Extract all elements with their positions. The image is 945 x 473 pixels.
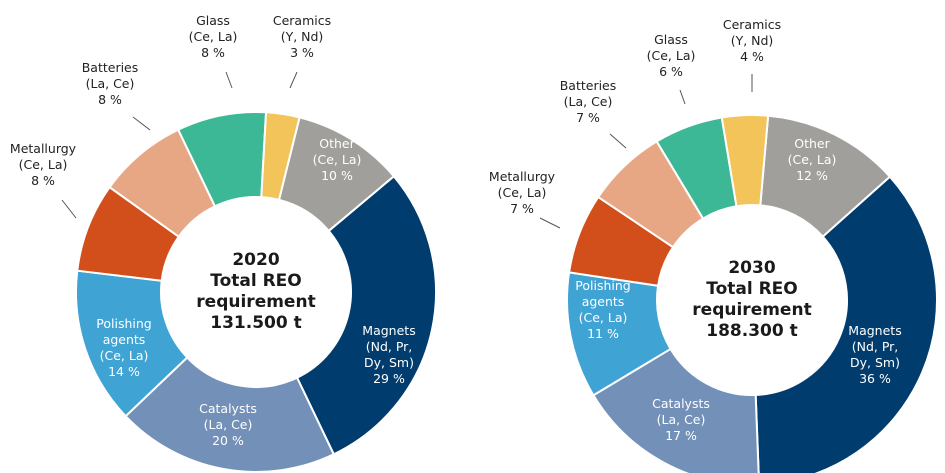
category-name: Glass bbox=[196, 13, 230, 28]
category-elements: (Y, Nd) bbox=[280, 29, 324, 44]
value-label: 7 % bbox=[510, 201, 534, 216]
category-name: Catalysts bbox=[199, 401, 257, 416]
leader-line bbox=[289, 71, 298, 89]
center-year: 2030 bbox=[728, 258, 776, 278]
category-elements: (Ce, La) bbox=[188, 29, 238, 44]
category-elements: (La, Ce) bbox=[203, 417, 253, 432]
donut-segment bbox=[592, 347, 760, 473]
leader-line bbox=[539, 217, 561, 229]
category-name: Other bbox=[794, 136, 830, 151]
value-label: 14 % bbox=[108, 364, 140, 379]
donut-segment bbox=[720, 114, 770, 208]
category-elements: (Ce, La) bbox=[578, 310, 628, 325]
center-total: 131.500 t bbox=[210, 313, 302, 333]
center-label: 2030 Total REO requirement 188.300 t bbox=[672, 258, 832, 342]
donut-segment bbox=[260, 111, 301, 202]
category-name: Ceramics bbox=[722, 17, 782, 32]
segment-label: Other (Ce, La) 10 % bbox=[302, 136, 372, 184]
segment-label: Polishing agents (Ce, La) 14 % bbox=[88, 316, 160, 380]
segment-label: Magnets (Nd, Pr, Dy, Sm) 29 % bbox=[357, 323, 421, 387]
value-label: 10 % bbox=[321, 168, 353, 183]
category-elements: (Ce, La) bbox=[646, 48, 696, 63]
category-name: Batteries bbox=[81, 60, 139, 75]
category-name: Other bbox=[319, 136, 355, 151]
segment-label: Metallurgy (Ce, La) 7 % bbox=[482, 169, 562, 217]
value-label: 29 % bbox=[373, 371, 405, 386]
category-name: Metallurgy bbox=[488, 169, 556, 184]
segment-label: Metallurgy (Ce, La) 8 % bbox=[3, 141, 83, 189]
category-name: Glass bbox=[654, 32, 688, 47]
category-name: Catalysts bbox=[652, 396, 710, 411]
value-label: 8 % bbox=[98, 92, 122, 107]
category-elements: (Ce, La) bbox=[99, 348, 149, 363]
segment-label: Catalysts (La, Ce) 20 % bbox=[188, 401, 268, 449]
segment-label: Ceramics (Y, Nd) 4 % bbox=[712, 17, 792, 65]
leader-line bbox=[679, 89, 686, 105]
category-name: Metallurgy bbox=[9, 141, 77, 156]
segment-label: Glass (Ce, La) 6 % bbox=[631, 32, 711, 80]
category-name: Batteries bbox=[559, 78, 617, 93]
value-label: 11 % bbox=[587, 326, 619, 341]
center-subtitle: Total REO requirement bbox=[692, 279, 812, 320]
value-label: 3 % bbox=[290, 45, 314, 60]
category-name: Magnets bbox=[362, 323, 416, 338]
category-name: Polishing agents bbox=[575, 278, 631, 309]
category-elements: (Ce, La) bbox=[787, 152, 837, 167]
category-elements: (La, Ce) bbox=[85, 76, 135, 91]
value-label: 6 % bbox=[659, 64, 683, 79]
donut-segment bbox=[754, 175, 938, 473]
category-name: Ceramics bbox=[272, 13, 332, 28]
segment-label: Other (Ce, La) 12 % bbox=[777, 136, 847, 184]
leader-line bbox=[132, 116, 151, 131]
category-elements: (Nd, Pr, Dy, Sm) bbox=[850, 339, 900, 370]
category-elements: (La, Ce) bbox=[656, 412, 706, 427]
value-label: 17 % bbox=[665, 428, 697, 443]
value-label: 7 % bbox=[576, 110, 600, 125]
value-label: 4 % bbox=[740, 49, 764, 64]
category-elements: (Ce, La) bbox=[312, 152, 362, 167]
value-label: 36 % bbox=[859, 371, 891, 386]
leader-line bbox=[225, 71, 233, 89]
donut-segment bbox=[295, 174, 437, 456]
center-year: 2020 bbox=[232, 250, 280, 270]
leader-line bbox=[61, 199, 77, 219]
value-label: 20 % bbox=[212, 433, 244, 448]
category-name: Polishing agents bbox=[96, 316, 152, 347]
category-elements: (Ce, La) bbox=[18, 157, 68, 172]
value-label: 12 % bbox=[796, 168, 828, 183]
segment-label: Magnets (Nd, Pr, Dy, Sm) 36 % bbox=[843, 323, 907, 387]
category-elements: (Y, Nd) bbox=[730, 33, 774, 48]
value-label: 8 % bbox=[31, 173, 55, 188]
segment-label: Glass (Ce, La) 8 % bbox=[173, 13, 253, 61]
category-elements: (La, Ce) bbox=[563, 94, 613, 109]
center-total: 188.300 t bbox=[706, 321, 798, 341]
category-name: Magnets bbox=[848, 323, 902, 338]
category-elements: (Ce, La) bbox=[497, 185, 547, 200]
segment-label: Batteries (La, Ce) 8 % bbox=[70, 60, 150, 108]
category-elements: (Nd, Pr, Dy, Sm) bbox=[364, 339, 414, 370]
segment-label: Polishing agents (Ce, La) 11 % bbox=[567, 278, 639, 342]
value-label: 8 % bbox=[201, 45, 225, 60]
donut-segment bbox=[124, 356, 336, 473]
segment-label: Batteries (La, Ce) 7 % bbox=[548, 78, 628, 126]
center-label: 2020 Total REO requirement 131.500 t bbox=[176, 250, 336, 334]
segment-label: Ceramics (Y, Nd) 3 % bbox=[262, 13, 342, 61]
center-subtitle: Total REO requirement bbox=[196, 271, 316, 312]
segment-label: Catalysts (La, Ce) 17 % bbox=[641, 396, 721, 444]
leader-line bbox=[609, 133, 627, 149]
